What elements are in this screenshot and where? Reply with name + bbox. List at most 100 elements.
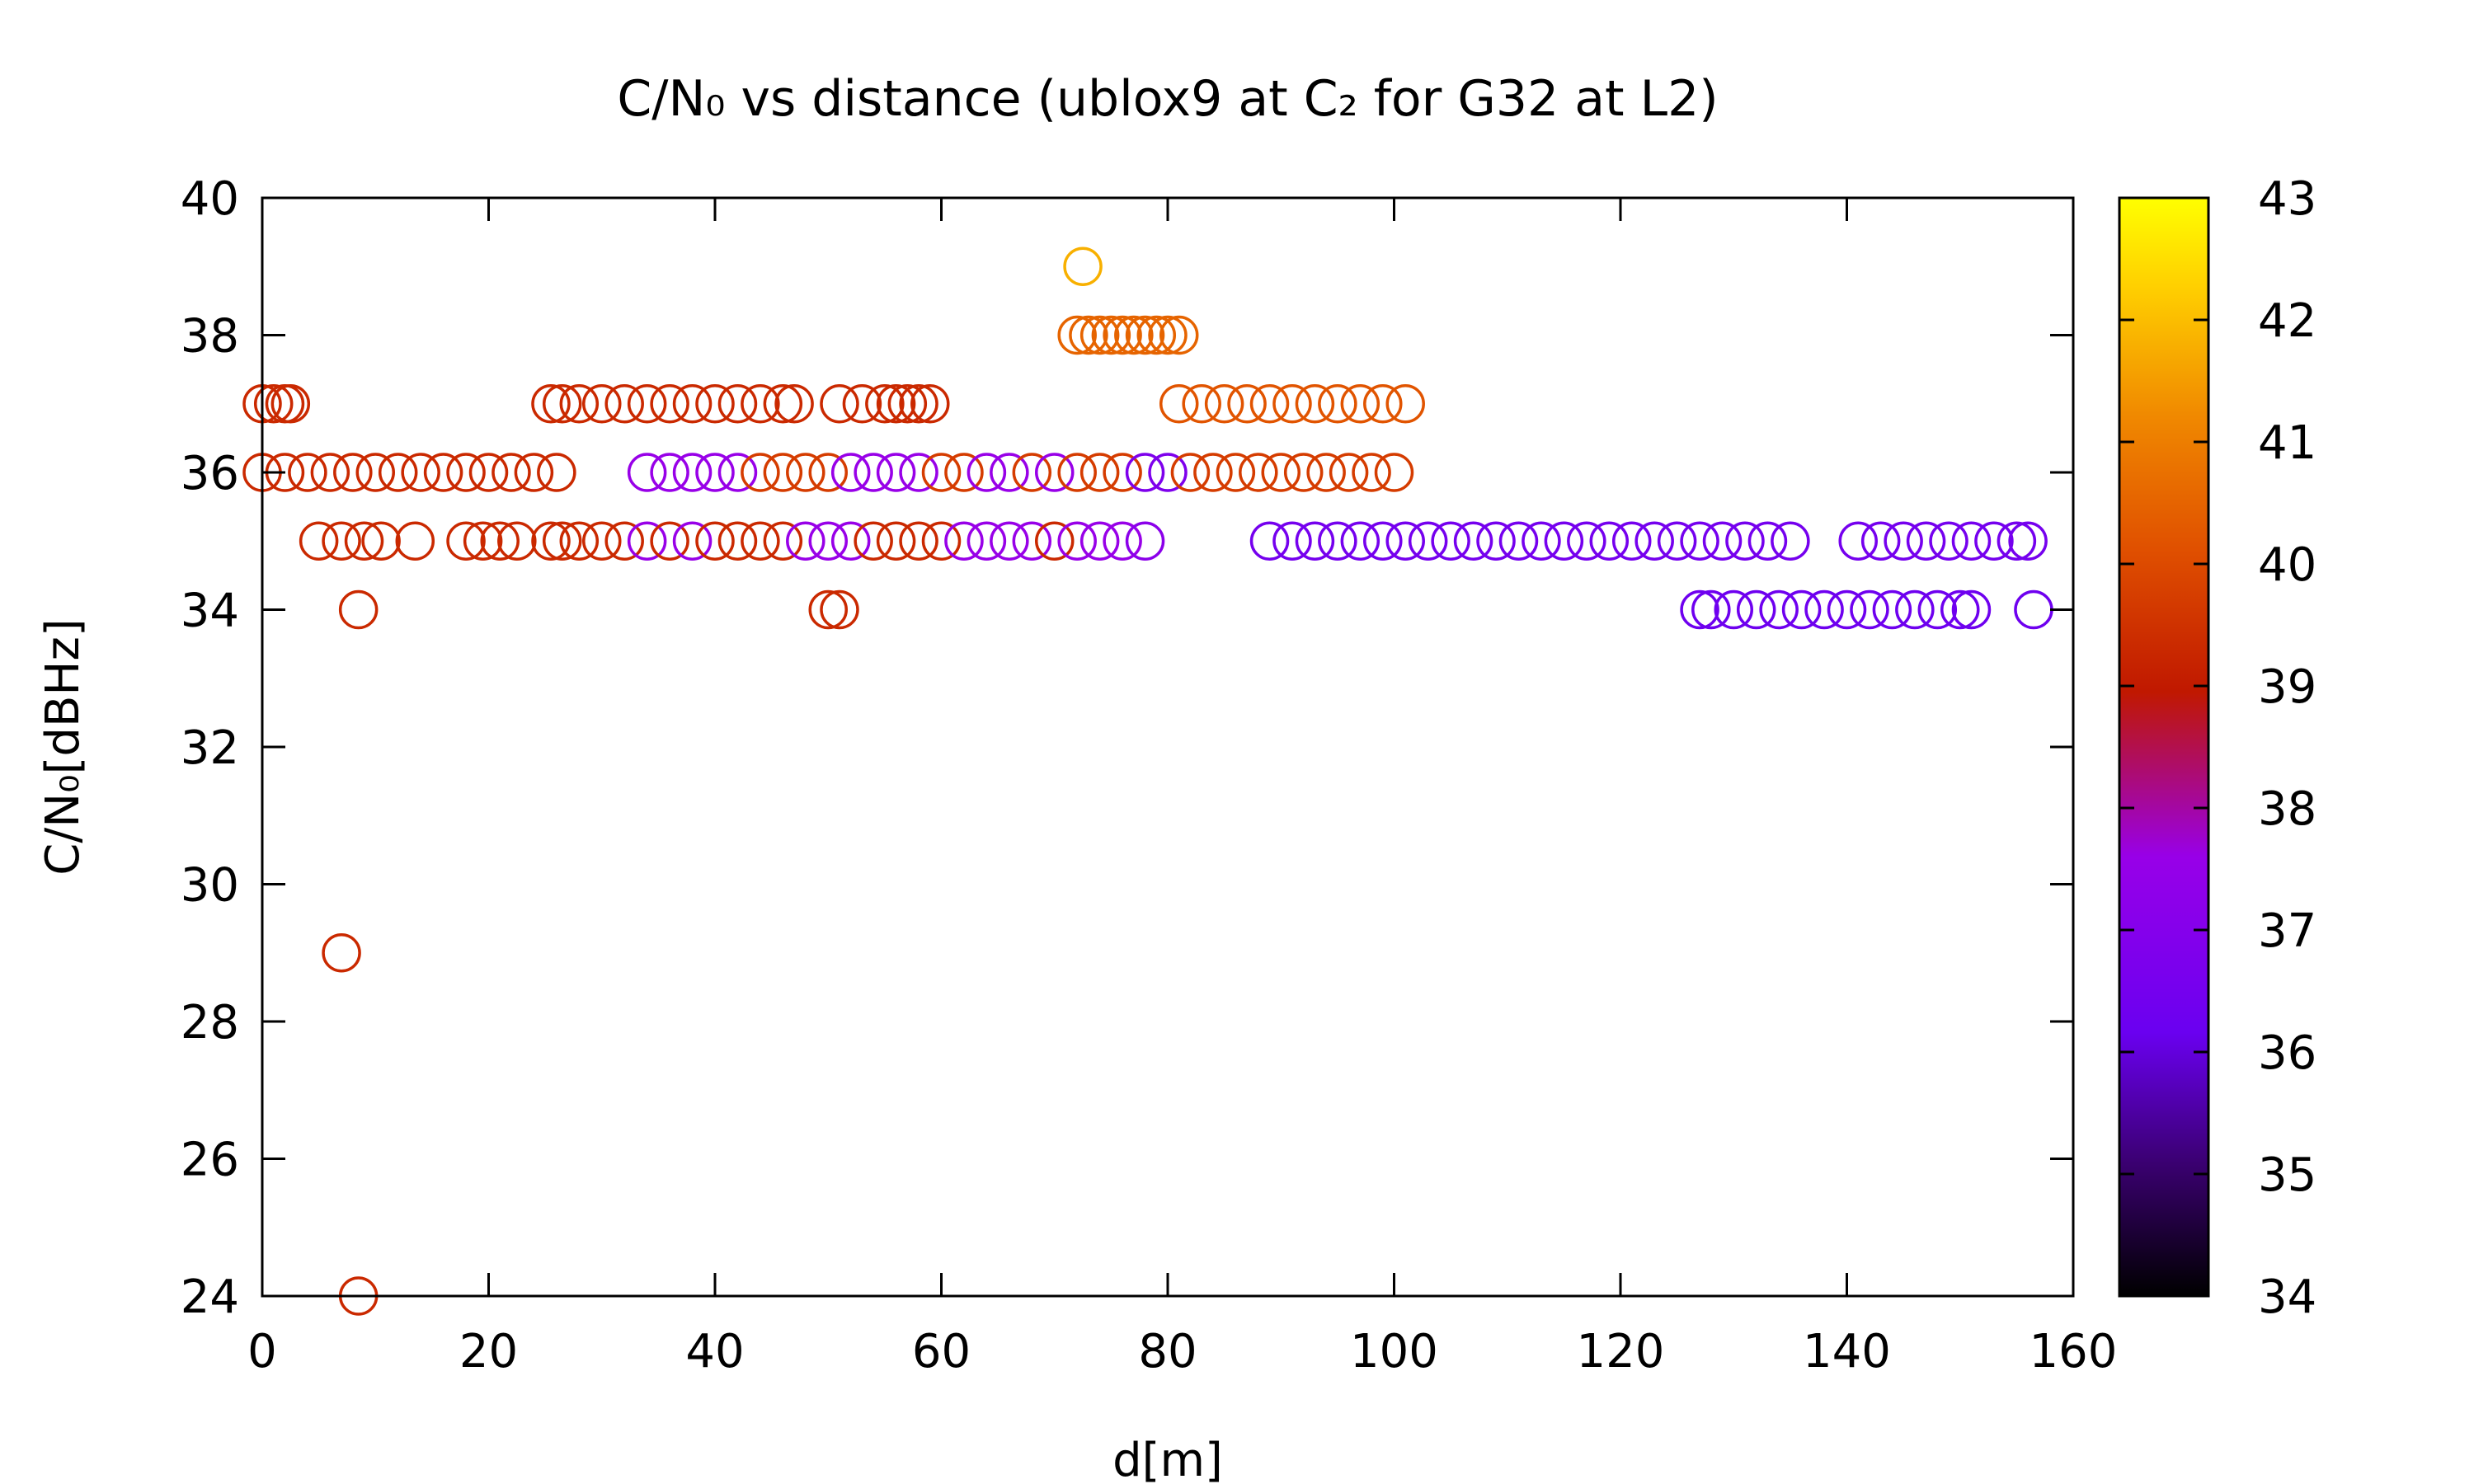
data-point [1363, 384, 1403, 424]
data-point [672, 521, 713, 561]
data-point [1079, 521, 1120, 561]
data-point [1103, 521, 1142, 561]
data-point [830, 521, 871, 561]
data-point [1850, 589, 1889, 630]
colorbar-tick-label: 43 [2258, 172, 2316, 226]
data-point [1385, 384, 1425, 424]
data-point [1589, 521, 1630, 561]
x-tick-label: 120 [1577, 1325, 1665, 1378]
data-point [1057, 453, 1097, 492]
data-point [1340, 521, 1380, 561]
data-point [492, 453, 531, 492]
y-tick-label: 34 [181, 585, 239, 638]
data-point [446, 453, 486, 492]
data-point [1872, 589, 1912, 630]
data-point [344, 521, 384, 561]
data-point [854, 521, 893, 561]
x-axis: 0 20 40 60 80 100 120 140 160 [247, 198, 2117, 1378]
data-point [1148, 453, 1188, 492]
data-point [1103, 453, 1142, 492]
data-point [582, 521, 622, 561]
data-point [695, 453, 735, 492]
data-point [1159, 315, 1199, 355]
data-point [514, 453, 554, 492]
data-point [695, 384, 735, 424]
data-point [1544, 521, 1584, 561]
y-tick-label: 32 [181, 721, 239, 775]
data-point [763, 453, 803, 492]
colorbar-tick-label: 35 [2258, 1148, 2316, 1202]
data-point [1193, 453, 1233, 492]
data-point [1125, 521, 1165, 561]
data-point [1295, 384, 1335, 424]
data-point [944, 453, 984, 492]
x-tick-label: 0 [247, 1325, 277, 1378]
data-point [695, 521, 735, 561]
colorbar-tick-label: 39 [2258, 660, 2316, 714]
colorbar-tick-label: 34 [2258, 1270, 2316, 1324]
data-point [1306, 453, 1346, 492]
data-point [1476, 521, 1516, 561]
data-point [1272, 384, 1312, 424]
data-point [333, 453, 373, 492]
colorbar-tick-label: 42 [2258, 294, 2316, 348]
data-point [717, 521, 758, 561]
data-point [446, 521, 486, 561]
data-point [1917, 589, 1958, 630]
plot-frame [261, 196, 2075, 1298]
data-point [1182, 384, 1221, 424]
data-point [1567, 521, 1606, 561]
data-point [1611, 521, 1652, 561]
data-point [531, 384, 571, 424]
data-point [1498, 521, 1539, 561]
data-point [1148, 315, 1188, 355]
data-point [650, 453, 689, 492]
y-tick-label: 38 [181, 310, 239, 364]
data-point [559, 384, 600, 424]
data-point [842, 384, 882, 424]
data-point [582, 384, 622, 424]
data-point [497, 521, 537, 561]
data-point [1906, 521, 1946, 561]
data-point [1725, 521, 1765, 561]
data-point [854, 453, 893, 492]
data-point [401, 453, 440, 492]
data-point [531, 521, 571, 561]
data-point [288, 453, 327, 492]
data-point [717, 384, 758, 424]
data-point [338, 589, 379, 630]
data-point [1759, 589, 1799, 630]
x-tick-label: 20 [459, 1325, 518, 1378]
data-point [1063, 247, 1103, 286]
colorbar-tick-label: 38 [2258, 782, 2316, 836]
data-point [763, 521, 803, 561]
data-point [1453, 521, 1493, 561]
data-point [559, 521, 600, 561]
data-point [299, 521, 339, 561]
colorbar-tick-label: 40 [2258, 538, 2316, 592]
data-point [1634, 521, 1674, 561]
data-point [1216, 453, 1256, 492]
data-point [1860, 521, 1901, 561]
data-point [1895, 589, 1935, 630]
data-point [1702, 521, 1743, 561]
colorbar-tick-label: 37 [2258, 904, 2316, 958]
data-point [1079, 453, 1120, 492]
data-point [1136, 315, 1177, 355]
data-point [423, 453, 463, 492]
data-point [1261, 453, 1300, 492]
data-point [270, 384, 311, 424]
data-point [808, 589, 848, 630]
data-point [1159, 384, 1199, 424]
data-point [650, 384, 689, 424]
data-point [1804, 589, 1844, 630]
data-point [1103, 315, 1142, 355]
y-tick-label: 40 [181, 172, 239, 226]
data-point [741, 453, 780, 492]
data-point [672, 453, 713, 492]
data-point [322, 933, 361, 973]
y-tick-label: 24 [181, 1270, 239, 1324]
data-point [2014, 589, 2053, 630]
data-point [537, 453, 576, 492]
